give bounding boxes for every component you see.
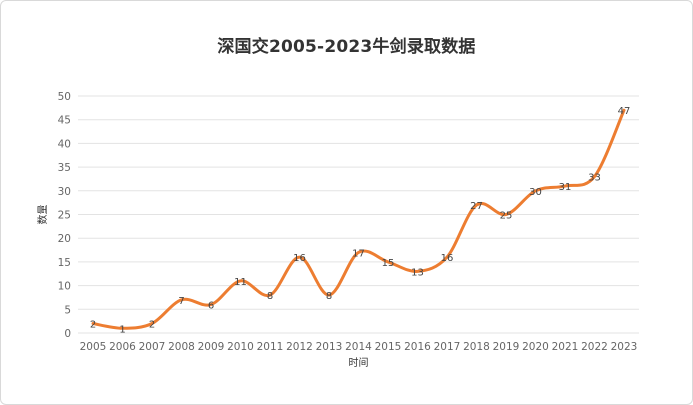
chart-title: 深国交2005-2023牛剑录取数据: [217, 37, 476, 57]
y-tick-label: 40: [58, 138, 71, 150]
x-axis-title: 时间: [349, 356, 369, 369]
y-axis-ticks: 0 5 10 15 20 25 30 35 40 45 50: [58, 91, 71, 340]
data-label: 16: [441, 253, 454, 264]
data-label: 1: [119, 324, 125, 335]
x-tick-label: 2021: [552, 341, 579, 353]
x-tick-label: 2005: [80, 341, 107, 353]
y-tick-label: 20: [58, 233, 71, 245]
x-tick-label: 2010: [227, 341, 254, 353]
y-tick-label: 10: [58, 281, 71, 293]
x-axis-ticks: 2005 2006 2007 2008 2009 2010 2011 2012 2013 2014…: [80, 341, 638, 353]
x-tick-label: 2014: [345, 341, 372, 353]
x-tick-label: 2022: [581, 341, 608, 353]
x-tick-label: 2018: [463, 341, 490, 353]
x-tick-label: 2007: [139, 341, 166, 353]
x-tick-label: 2017: [434, 341, 461, 353]
data-label: 27: [470, 201, 483, 212]
y-tick-label: 45: [58, 115, 71, 127]
data-label: 47: [618, 106, 631, 117]
y-tick-label: 0: [64, 328, 71, 340]
x-tick-label: 2019: [493, 341, 520, 353]
series-line: [91, 108, 626, 330]
data-label: 8: [267, 291, 273, 302]
y-tick-label: 15: [58, 257, 71, 269]
x-tick-label: 2008: [168, 341, 195, 353]
x-tick-label: 2006: [109, 341, 136, 353]
data-label: 31: [559, 182, 572, 193]
y-tick-label: 30: [58, 186, 71, 198]
x-tick-label: 2013: [316, 341, 343, 353]
data-label: 7: [178, 296, 184, 307]
x-tick-label: 2012: [286, 341, 313, 353]
x-tick-label: 2023: [611, 341, 638, 353]
data-label: 2: [90, 320, 96, 331]
y-tick-label: 35: [58, 162, 71, 174]
data-label: 6: [208, 301, 214, 312]
y-tick-label: 50: [58, 91, 71, 103]
data-label: 25: [500, 211, 513, 222]
gridlines: [78, 95, 639, 334]
y-tick-label: 25: [58, 210, 71, 222]
y-tick-label: 5: [64, 304, 71, 316]
x-tick-label: 2009: [198, 341, 225, 353]
x-tick-label: 2011: [257, 341, 284, 353]
y-axis-title: 数量: [36, 205, 49, 225]
x-tick-label: 2016: [404, 341, 431, 353]
data-label: 11: [234, 277, 247, 288]
data-label: 16: [293, 253, 306, 264]
data-label: 13: [411, 267, 424, 278]
data-label: 33: [588, 173, 601, 184]
x-tick-label: 2015: [375, 341, 402, 353]
data-label: 2: [149, 320, 155, 331]
data-label: 15: [382, 258, 395, 269]
data-label: 17: [352, 248, 365, 259]
data-label: 8: [326, 291, 332, 302]
data-label: 30: [529, 187, 542, 198]
x-tick-label: 2020: [522, 341, 549, 353]
